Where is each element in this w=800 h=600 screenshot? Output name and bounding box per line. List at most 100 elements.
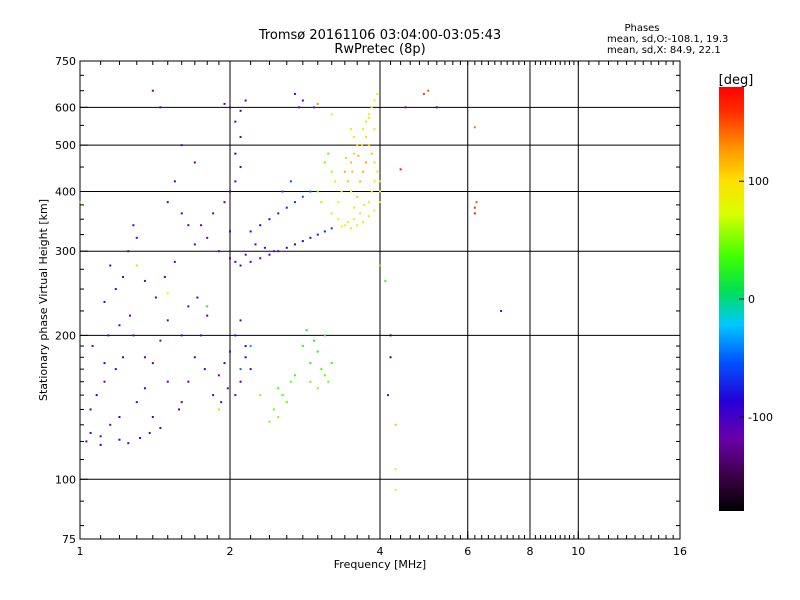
data-point [427,89,430,92]
colorbar-tick-label: -100 [748,411,773,424]
data-point [206,305,209,308]
phases-title: Phases [624,23,659,34]
data-point [373,161,376,164]
data-point [281,394,284,397]
data-point [173,260,176,263]
data-point [394,488,397,491]
data-point [367,144,370,147]
x-axis-label: Frequency [MHz] [334,558,426,571]
data-point [103,380,106,383]
data-point [187,380,190,383]
data-point [343,224,346,227]
data-point [217,408,220,411]
data-point [114,288,117,291]
data-point [277,415,280,418]
data-point [399,168,402,171]
data-point [293,92,296,95]
data-point [334,180,337,183]
colorbar-label: [deg] [719,73,754,88]
data-point [340,225,343,228]
data-point [359,180,362,183]
data-point [367,201,370,204]
data-point [359,212,362,215]
data-point [244,345,247,348]
y-tick-label: 600 [55,101,76,114]
data-point [151,89,154,92]
data-point [277,250,280,253]
x-tick-label: 1 [77,545,84,558]
data-point [193,356,196,359]
chart-subtitle: RwPretec (8p) [334,42,425,57]
colorbar: [deg] 100 0 -100 [719,73,773,511]
x-axis-ticks: 1 2 4 6 8 10 16 [77,61,687,558]
data-point [166,319,169,322]
data-point [212,394,215,397]
data-point [309,362,312,365]
data-point [285,206,288,209]
data-point [206,236,209,239]
data-point [234,152,237,155]
data-point [367,215,370,218]
data-point [127,250,130,253]
data-point [353,218,356,221]
data-point [379,180,381,183]
data-point [365,136,368,139]
data-point [166,380,169,383]
data-point [118,438,121,441]
data-point [389,334,392,337]
data-point [249,368,252,371]
data-point [345,157,348,160]
data-point [135,401,138,404]
data-point [234,334,237,337]
data-point [379,264,381,267]
data-point [114,368,117,371]
data-point [132,334,135,337]
data-point [309,236,312,239]
data-point [360,144,363,147]
data-point [223,201,226,204]
data-point [384,279,387,282]
y-tick-label: 300 [55,245,76,258]
data-point [268,420,271,423]
data-point [234,180,237,183]
data-point [151,415,154,418]
data-point [313,106,316,109]
data-point [206,314,209,317]
data-point [362,170,365,173]
data-point [173,180,176,183]
data-point [249,345,252,348]
data-point [362,128,365,131]
x-tick-label: 2 [227,545,234,558]
data-point [122,356,125,359]
data-point [180,334,183,337]
data-point [99,443,102,446]
data-point [376,170,379,173]
data-point [370,190,373,193]
data-point [473,206,476,209]
data-point [285,246,288,249]
data-point [365,161,368,164]
phases-x-line: mean, sd,X: 84.9, 22.1 [607,45,721,56]
data-point [316,233,319,236]
data-point [285,401,288,404]
data-point [301,240,304,243]
data-point [289,380,292,383]
data-point [223,102,226,105]
data-point [239,109,242,112]
data-point [177,408,180,411]
data-point [272,250,275,253]
data-point [351,170,354,173]
data-point [320,201,323,204]
data-point [370,106,373,109]
data-point [316,350,319,353]
data-point [239,264,242,267]
data-point [277,212,280,215]
data-point [244,99,247,102]
data-point [129,314,132,317]
data-point [363,203,366,206]
x-tick-label: 8 [527,545,534,558]
data-point [193,161,196,164]
data-point [365,120,368,123]
data-point [239,136,242,139]
data-point [475,201,478,204]
